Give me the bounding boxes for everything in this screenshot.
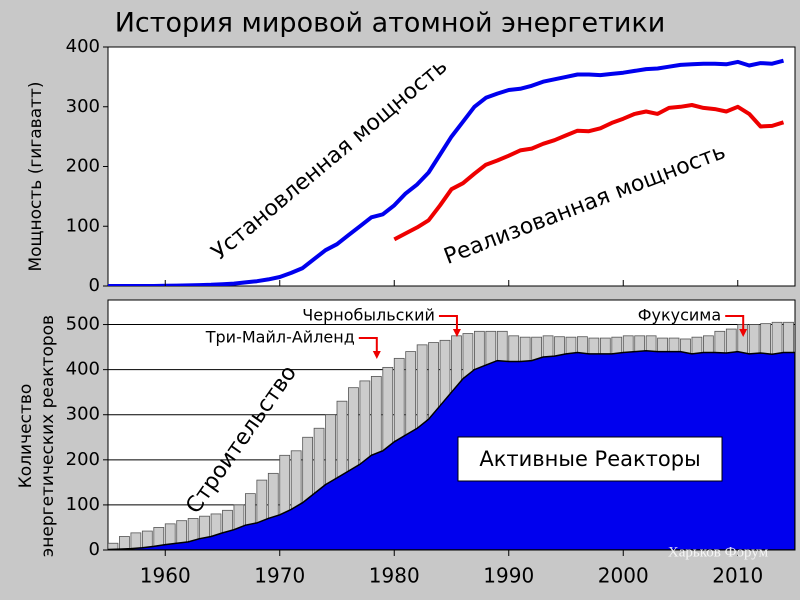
event-label: Три-Майл-Айленд (205, 328, 355, 347)
y-axis-label: энергетических реакторов (38, 315, 58, 557)
y-axis-label: Количество (16, 384, 36, 489)
watermark: Харьков Форум (668, 544, 769, 560)
construction-bar (108, 542, 119, 550)
y-tick-label: 200 (66, 449, 100, 470)
chart-title: История мировой атомной энергетики (115, 8, 666, 39)
series-line (108, 58, 785, 286)
construction-bar (119, 536, 130, 550)
y-tick-label: 300 (66, 96, 100, 117)
event-arrow (725, 315, 745, 332)
construction-bar (302, 436, 313, 550)
y-tick-label: 100 (66, 494, 100, 515)
y-tick-label: 200 (66, 156, 100, 177)
event-label: Фукусима (638, 306, 721, 325)
construction-bar (199, 515, 210, 550)
event-arrow (358, 337, 378, 354)
event-arrow (438, 315, 458, 332)
series-label: Активные Реакторы (479, 447, 700, 471)
construction-bar (141, 530, 153, 550)
construction-bar (164, 523, 176, 550)
plot-area-top (107, 46, 796, 287)
x-tick-label: 1960 (140, 564, 191, 588)
event-arrowhead (739, 329, 748, 337)
construction-bar (267, 472, 279, 550)
y-axis-label: Мощность (гигаватт) (26, 81, 46, 271)
y-tick-label: 400 (66, 359, 100, 380)
event-label: Чернобыльский (302, 306, 435, 325)
y-tick-label: 0 (89, 275, 100, 296)
series-line (393, 103, 785, 242)
x-tick-label: 1970 (254, 564, 305, 588)
y-tick-label: 300 (66, 404, 100, 425)
active-area (108, 349, 795, 550)
y-tick-label: 100 (66, 215, 100, 236)
event-arrowhead (452, 329, 461, 337)
construction-bar (256, 479, 268, 550)
y-tick-label: 500 (66, 314, 100, 335)
x-tick-label: 1990 (483, 564, 534, 588)
x-tick-label: 2000 (598, 564, 649, 588)
x-tick-label: 1980 (369, 564, 420, 588)
y-tick-label: 0 (89, 539, 100, 560)
legend-box (457, 436, 723, 482)
event-arrowhead (372, 351, 381, 359)
construction-bar (130, 532, 142, 550)
x-tick-label: 2010 (712, 564, 763, 588)
construction-bar (176, 520, 188, 550)
y-tick-label: 400 (66, 36, 100, 57)
